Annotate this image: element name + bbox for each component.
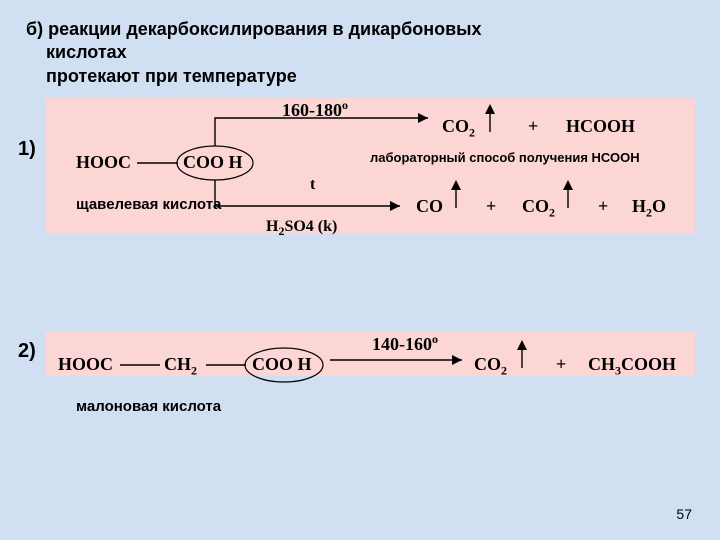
r2-lines bbox=[0, 0, 720, 420]
page-number: 57 bbox=[676, 506, 692, 522]
